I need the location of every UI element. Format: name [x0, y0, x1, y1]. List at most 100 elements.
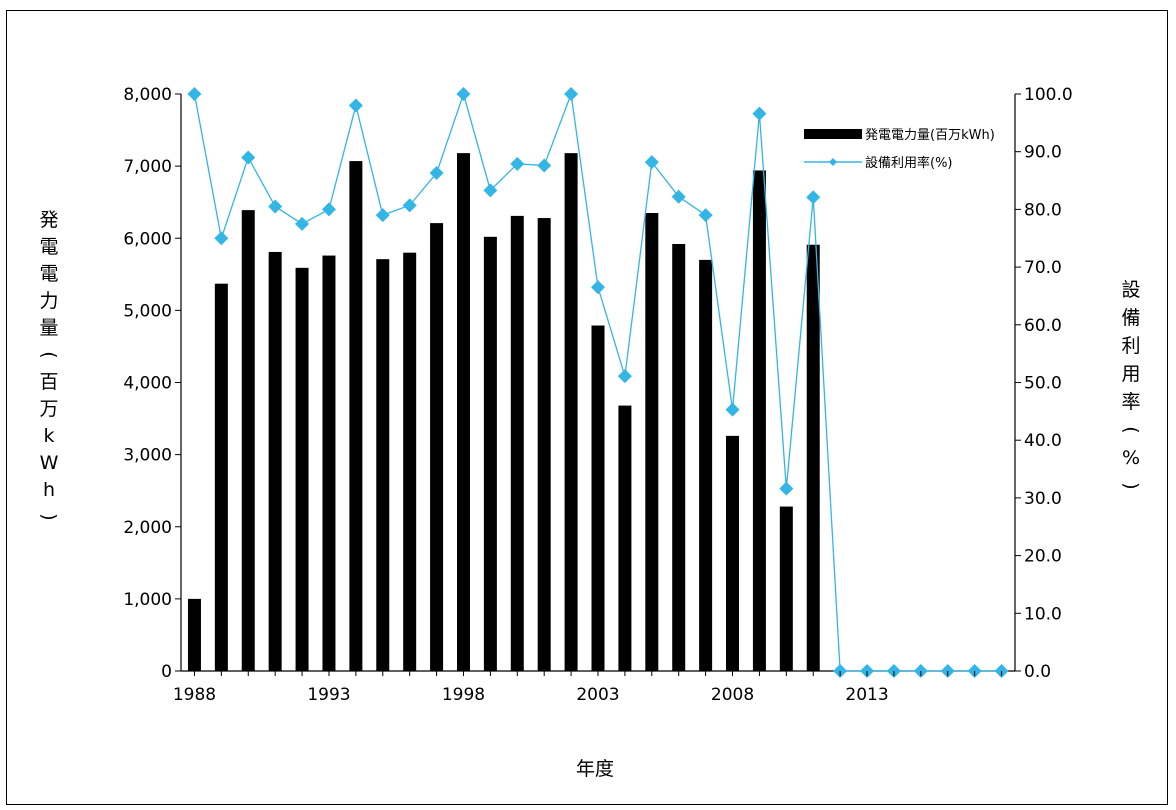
- left-tick-label: 6,000: [123, 229, 172, 249]
- line-point: [321, 202, 336, 217]
- line-point: [214, 231, 229, 246]
- x-axis-title: 年度: [576, 758, 614, 780]
- x-tick-label: 1993: [307, 685, 350, 705]
- x-tick-label: 2008: [711, 685, 754, 705]
- right-tick-label: 100.0: [1024, 85, 1073, 105]
- right-tick-label: 60.0: [1024, 316, 1062, 336]
- bars: [187, 153, 820, 672]
- right-tick-label: 70.0: [1024, 258, 1062, 278]
- line-point: [698, 208, 713, 223]
- bar: [376, 259, 390, 671]
- line-point: [752, 106, 767, 121]
- bar: [510, 215, 524, 672]
- left-axis-title-char: 万: [39, 398, 58, 420]
- left-tick-label: 3,000: [123, 446, 172, 466]
- x-tick-label: 2013: [845, 685, 888, 705]
- right-tick-label: 50.0: [1024, 374, 1062, 394]
- left-axis-title-char: ): [38, 513, 60, 520]
- left-tick-label: 5,000: [123, 301, 172, 321]
- bar: [295, 267, 309, 671]
- bar: [483, 236, 497, 671]
- right-axis-title: 設備利用率 (%): [1120, 279, 1142, 490]
- line-point: [779, 481, 794, 496]
- bar: [672, 244, 686, 671]
- line-point: [456, 87, 471, 101]
- right-axis-title-char: %: [1122, 447, 1140, 469]
- left-tick-label: 8,000: [123, 85, 172, 105]
- bar: [456, 153, 470, 671]
- right-tick-label: 0.0: [1024, 662, 1051, 682]
- bar: [214, 283, 228, 671]
- right-axis-title-char: 設: [1121, 279, 1140, 301]
- right-tick-label: 90.0: [1024, 143, 1062, 163]
- left-axis-title: 発電電力量 (百万kWh): [38, 209, 60, 521]
- line-point: [375, 208, 390, 223]
- legend: 発電電力量(百万kWh) 設備利用率(%): [804, 128, 995, 171]
- bar: [645, 213, 659, 671]
- chart-frame: 0 1,000 2,000 3,000 4,000 5,000 6,000 7,000 8,00…: [6, 10, 1168, 805]
- left-axis-ticks: 0 1,000 2,000 3,000 4,000 5,000 6,000 7,000 8,00…: [123, 85, 181, 682]
- left-axis-title-char: 電: [39, 236, 58, 258]
- left-axis-title-char: 力: [39, 290, 58, 312]
- left-tick-label: 0: [161, 662, 172, 682]
- legend-line-marker: [829, 158, 837, 166]
- right-axis-title-char: 備: [1121, 307, 1140, 329]
- bar: [322, 255, 336, 671]
- line-point: [806, 190, 821, 205]
- left-axis-title-char: 発: [39, 209, 58, 231]
- left-tick-label: 1,000: [123, 590, 172, 610]
- right-tick-label: 80.0: [1024, 200, 1062, 220]
- line-point: [564, 87, 579, 101]
- bar: [187, 598, 201, 671]
- left-axis-title-char: 百: [39, 371, 58, 393]
- left-axis-title-char: 量: [39, 317, 58, 339]
- line-point: [617, 369, 632, 384]
- bar: [591, 325, 605, 671]
- legend-line-label: 設備利用率(%): [865, 155, 953, 171]
- right-tick-label: 20.0: [1024, 547, 1062, 567]
- right-axis-title-char: 率: [1121, 391, 1140, 413]
- line-point: [725, 402, 740, 417]
- chart-svg: 0 1,000 2,000 3,000 4,000 5,000 6,000 7,000 8,00…: [38, 85, 1142, 780]
- line-point: [241, 150, 256, 165]
- bar: [241, 210, 255, 671]
- right-axis-title-char: 利: [1121, 335, 1140, 357]
- line-point: [591, 280, 605, 295]
- bar: [403, 252, 417, 672]
- bar: [726, 435, 740, 671]
- right-axis-title-char: 用: [1121, 363, 1140, 385]
- right-axis-title-char: ): [1120, 482, 1142, 489]
- x-axis-ticks: 1988 1993 1998 2003 2008 2013: [173, 671, 1003, 705]
- left-axis-title-char: k: [43, 425, 54, 447]
- line-point: [510, 156, 525, 171]
- line-point: [187, 87, 202, 101]
- line-point: [644, 155, 659, 170]
- bar: [537, 218, 551, 671]
- legend-bar-swatch: [804, 129, 862, 139]
- line-point: [671, 189, 686, 204]
- line-point: [295, 216, 310, 231]
- line-point: [348, 98, 363, 113]
- left-axis-title-char: h: [43, 479, 55, 501]
- bar: [806, 244, 820, 671]
- x-tick-label: 2003: [576, 685, 619, 705]
- bar: [268, 251, 282, 672]
- left-axis-title-char: (: [38, 351, 60, 358]
- bar: [349, 161, 363, 672]
- right-tick-label: 30.0: [1024, 489, 1062, 509]
- line-point: [537, 158, 552, 173]
- left-axis-title-char: W: [40, 452, 59, 474]
- left-tick-label: 2,000: [123, 518, 172, 538]
- left-tick-label: 4,000: [123, 374, 172, 394]
- bar: [564, 153, 578, 671]
- bar: [699, 259, 713, 671]
- line-point: [483, 183, 498, 198]
- legend-bar-label: 発電電力量(百万kWh): [865, 128, 995, 143]
- right-tick-label: 40.0: [1024, 431, 1062, 451]
- line-point: [268, 199, 283, 214]
- bar: [779, 506, 793, 671]
- left-axis-title-char: 電: [39, 263, 58, 285]
- x-tick-label: 1998: [442, 685, 485, 705]
- bar: [618, 405, 632, 671]
- left-tick-label: 7,000: [123, 157, 172, 177]
